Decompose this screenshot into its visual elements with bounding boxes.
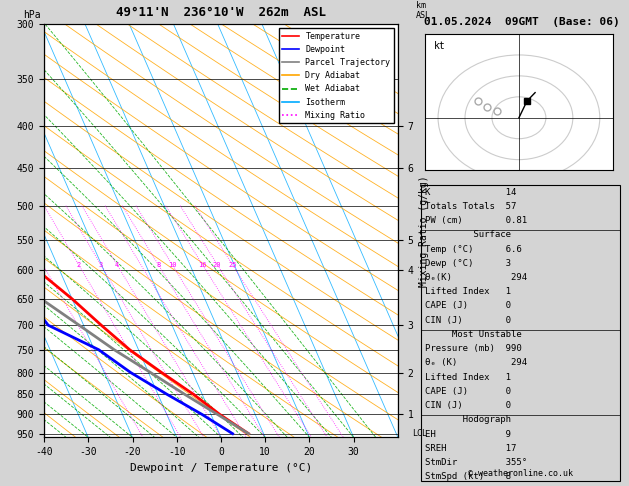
Text: kt: kt <box>434 41 446 51</box>
Text: CIN (J)        0: CIN (J) 0 <box>425 316 511 325</box>
Text: 10: 10 <box>168 261 176 267</box>
Text: θₑ (K)          294: θₑ (K) 294 <box>425 358 528 367</box>
Text: Lifted Index   1: Lifted Index 1 <box>425 287 511 296</box>
Text: hPa: hPa <box>23 10 40 20</box>
Text: 4: 4 <box>115 261 119 267</box>
Text: © weatheronline.co.uk: © weatheronline.co.uk <box>468 469 573 478</box>
Text: 8: 8 <box>156 261 160 267</box>
Text: 16: 16 <box>198 261 206 267</box>
Text: LCL: LCL <box>412 429 427 438</box>
Text: 3: 3 <box>99 261 103 267</box>
Text: 20: 20 <box>213 261 221 267</box>
Text: 2: 2 <box>76 261 81 267</box>
Text: SREH           17: SREH 17 <box>425 444 517 453</box>
Text: 01.05.2024  09GMT  (Base: 06): 01.05.2024 09GMT (Base: 06) <box>424 17 620 27</box>
Text: EH             9: EH 9 <box>425 430 511 438</box>
X-axis label: Dewpoint / Temperature (°C): Dewpoint / Temperature (°C) <box>130 463 312 473</box>
Text: K              14: K 14 <box>425 188 517 197</box>
Text: km
ASL: km ASL <box>416 1 431 20</box>
Text: PW (cm)        0.81: PW (cm) 0.81 <box>425 216 528 225</box>
Text: Lifted Index   1: Lifted Index 1 <box>425 373 511 382</box>
Y-axis label: Mixing Ratio (g/kg): Mixing Ratio (g/kg) <box>419 175 429 287</box>
Text: Pressure (mb)  990: Pressure (mb) 990 <box>425 344 522 353</box>
Legend: Temperature, Dewpoint, Parcel Trajectory, Dry Adiabat, Wet Adiabat, Isotherm, Mi: Temperature, Dewpoint, Parcel Trajectory… <box>279 29 394 123</box>
Text: Surface: Surface <box>425 230 511 239</box>
Text: StmDir         355°: StmDir 355° <box>425 458 528 467</box>
Text: θₑ(K)           294: θₑ(K) 294 <box>425 273 528 282</box>
Title: 49°11'N  236°10'W  262m  ASL: 49°11'N 236°10'W 262m ASL <box>116 6 326 19</box>
Text: Totals Totals  57: Totals Totals 57 <box>425 202 517 211</box>
Text: CIN (J)        0: CIN (J) 0 <box>425 401 511 410</box>
Text: Temp (°C)      6.6: Temp (°C) 6.6 <box>425 244 522 254</box>
Text: Most Unstable: Most Unstable <box>425 330 522 339</box>
Text: CAPE (J)       0: CAPE (J) 0 <box>425 387 511 396</box>
Text: Hodograph: Hodograph <box>425 416 511 424</box>
Text: 25: 25 <box>228 261 237 267</box>
Text: CAPE (J)       0: CAPE (J) 0 <box>425 301 511 311</box>
Text: StmSpd (kt)    8: StmSpd (kt) 8 <box>425 472 511 481</box>
Text: Dewp (°C)      3: Dewp (°C) 3 <box>425 259 511 268</box>
